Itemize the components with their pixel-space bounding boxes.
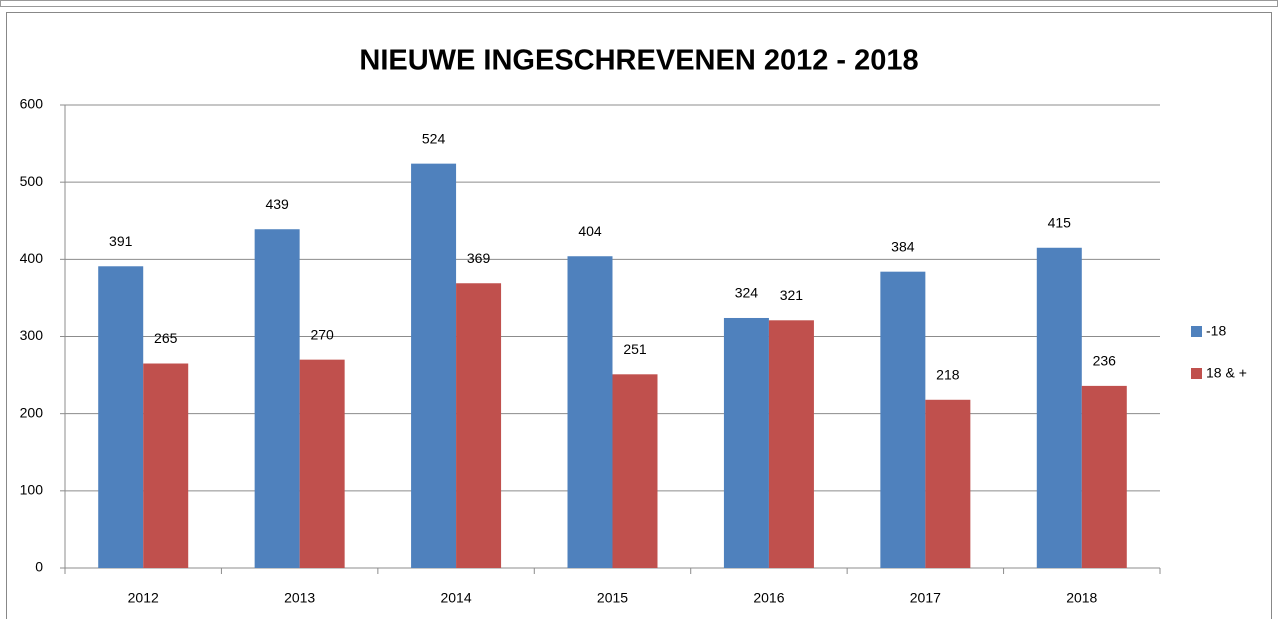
y-tick-label: 300	[20, 327, 44, 343]
chart-title: NIEUWE INGESCHREVENEN 2012 - 2018	[359, 45, 918, 77]
bar	[254, 229, 300, 568]
data-label: 236	[1093, 353, 1117, 369]
bar	[768, 320, 814, 568]
data-label: 439	[265, 196, 289, 212]
x-tick-label: 2016	[753, 590, 784, 606]
y-tick-label: 100	[20, 482, 44, 498]
data-label: 218	[936, 366, 960, 382]
data-label: 324	[735, 285, 759, 301]
x-tick-label: 2014	[440, 590, 471, 606]
data-label: 265	[154, 330, 178, 346]
bar	[723, 317, 769, 568]
window-edge	[0, 0, 1278, 7]
data-label: 270	[310, 326, 334, 342]
data-label: 391	[109, 233, 133, 249]
x-tick-label: 2013	[284, 590, 315, 606]
data-label: 384	[891, 238, 915, 254]
x-tick-label: 2015	[597, 590, 628, 606]
data-label: 524	[422, 130, 446, 146]
x-tick-label: 2012	[128, 590, 159, 606]
y-tick-label: 200	[20, 404, 44, 420]
legend-label: -18	[1206, 323, 1226, 339]
legend-label: 18 & +	[1206, 365, 1247, 381]
bar	[567, 256, 613, 568]
bar	[880, 271, 926, 568]
x-tick-label: 2018	[1066, 590, 1097, 606]
y-tick-label: 400	[20, 250, 44, 266]
bar	[1081, 385, 1127, 568]
y-tick-label: 600	[20, 96, 44, 112]
data-label: 415	[1048, 214, 1072, 230]
bar	[411, 163, 457, 568]
bar	[925, 399, 971, 568]
y-tick-label: 500	[20, 173, 44, 189]
data-label: 404	[578, 223, 602, 239]
x-tick-label: 2017	[910, 590, 941, 606]
data-label: 321	[780, 287, 804, 303]
bar	[299, 359, 345, 568]
bar	[456, 283, 502, 568]
y-tick-label: 0	[35, 559, 43, 575]
data-label: 369	[467, 250, 491, 266]
bar	[143, 363, 189, 568]
bar	[1036, 247, 1082, 568]
data-label: 251	[623, 341, 647, 357]
bar	[98, 266, 144, 568]
legend-swatch	[1191, 326, 1202, 337]
bar	[612, 374, 658, 568]
legend-swatch	[1191, 368, 1202, 379]
